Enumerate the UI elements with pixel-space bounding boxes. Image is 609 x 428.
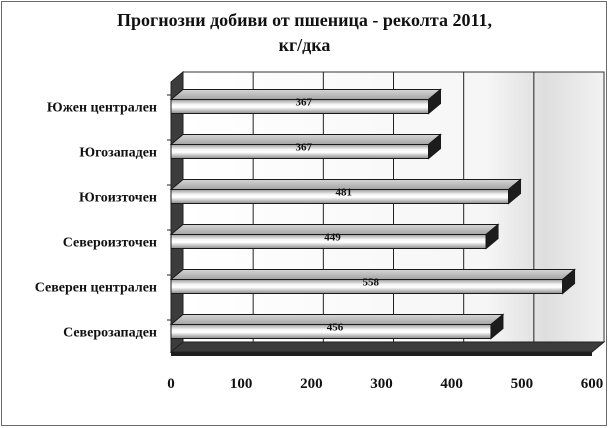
floor-edge: [171, 352, 593, 356]
bar: 367: [169, 88, 442, 115]
chart-floor: [169, 341, 606, 356]
chart-title-line-1: Прогнозни добиви от пшеница - реколта 20…: [117, 10, 492, 30]
x-tick-label: 200: [300, 376, 323, 392]
x-tick-label: 600: [581, 376, 604, 392]
bar-data-label: 558: [363, 277, 380, 289]
bar-end-cap: [428, 88, 442, 115]
bar-end-cap: [485, 223, 499, 250]
bar-end-cap: [490, 313, 504, 340]
bar-data-label: 367: [296, 97, 313, 109]
category-label: Югозападен: [79, 146, 157, 161]
bar-data-label: 481: [336, 187, 353, 199]
category-label: Северен централен: [35, 281, 157, 296]
chart-title: Прогнозни добиви от пшеница - реколта 20…: [0, 8, 609, 58]
category-label: Югоизточен: [79, 191, 157, 206]
x-axis-ticks: 0 100 200 300 400 500 600: [167, 376, 603, 392]
bar: 481: [169, 178, 522, 205]
x-tick-label: 100: [230, 376, 253, 392]
category-label: Североизточен: [63, 236, 157, 251]
bar-data-label: 449: [324, 232, 341, 244]
bar: 449: [169, 223, 500, 250]
bar-data-label: 367: [296, 142, 313, 154]
category-labels: Южен централен Югозападен Югоизточен Северо…: [35, 94, 171, 341]
bar: 558: [169, 268, 576, 295]
bar: 367: [169, 133, 442, 160]
bar-end-cap: [508, 178, 522, 205]
bar-end-cap: [562, 268, 576, 295]
x-tick-label: 500: [511, 376, 534, 392]
bar-data-label: 456: [327, 322, 344, 334]
category-label: Северозападен: [63, 326, 157, 341]
category-label: Южен централен: [47, 101, 157, 116]
x-tick-label: 400: [440, 376, 463, 392]
gridlines: [252, 72, 535, 342]
chart-title-line-2: кг/дка: [278, 35, 331, 55]
bar-series: 367 367 481 449 558 456: [169, 88, 576, 340]
bar-end-cap: [428, 133, 442, 160]
floor-top: [169, 341, 606, 353]
bar: 456: [169, 313, 505, 340]
x-tick-label: 0: [167, 376, 175, 392]
x-tick-label: 300: [370, 376, 393, 392]
